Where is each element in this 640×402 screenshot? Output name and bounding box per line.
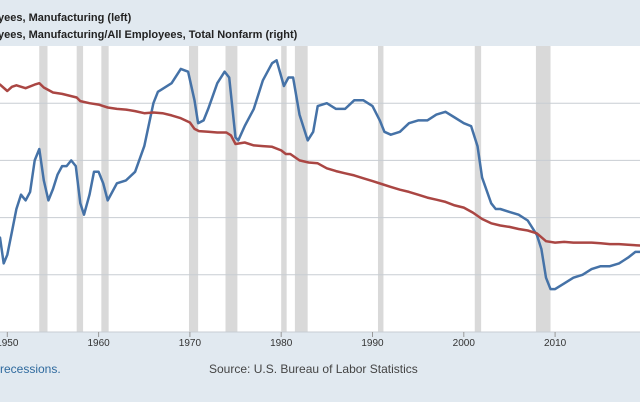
x-tick-label: 1960	[87, 338, 110, 349]
recession-band	[281, 46, 287, 332]
series-line-1[interactable]	[0, 59, 640, 291]
source-note: Source: U.S. Bureau of Labor Statistics	[209, 362, 418, 376]
x-tick-label: 1980	[270, 338, 293, 349]
legend-series-1[interactable]: yees, Manufacturing (left)	[0, 12, 132, 24]
x-axis-ticks: 1950 1960 1970 1980 1990 2000 2010	[0, 332, 567, 349]
x-tick-label: 1990	[361, 338, 384, 349]
x-tick-label: 2000	[453, 338, 476, 349]
recession-band	[474, 46, 482, 332]
recession-band	[39, 46, 48, 332]
recession-band	[188, 46, 199, 332]
recession-band	[377, 46, 384, 332]
recession-band	[225, 46, 238, 332]
recession-bands	[39, 46, 551, 332]
recession-note[interactable]: recessions.	[0, 362, 61, 376]
legend-series-2[interactable]: yees, Manufacturing/All Employees, Total…	[0, 29, 298, 41]
recession-band	[294, 46, 308, 332]
legend: yees, Manufacturing (left) yees, Manufac…	[0, 0, 640, 46]
series-line-2[interactable]	[0, 81, 640, 247]
x-tick-label: 1950	[0, 338, 19, 349]
x-tick-label: 1970	[179, 338, 202, 349]
gridlines	[0, 102, 640, 333]
recession-band	[76, 46, 84, 332]
series-lines	[0, 59, 640, 291]
x-tick-label: 2010	[544, 338, 567, 349]
recession-band	[535, 46, 551, 332]
